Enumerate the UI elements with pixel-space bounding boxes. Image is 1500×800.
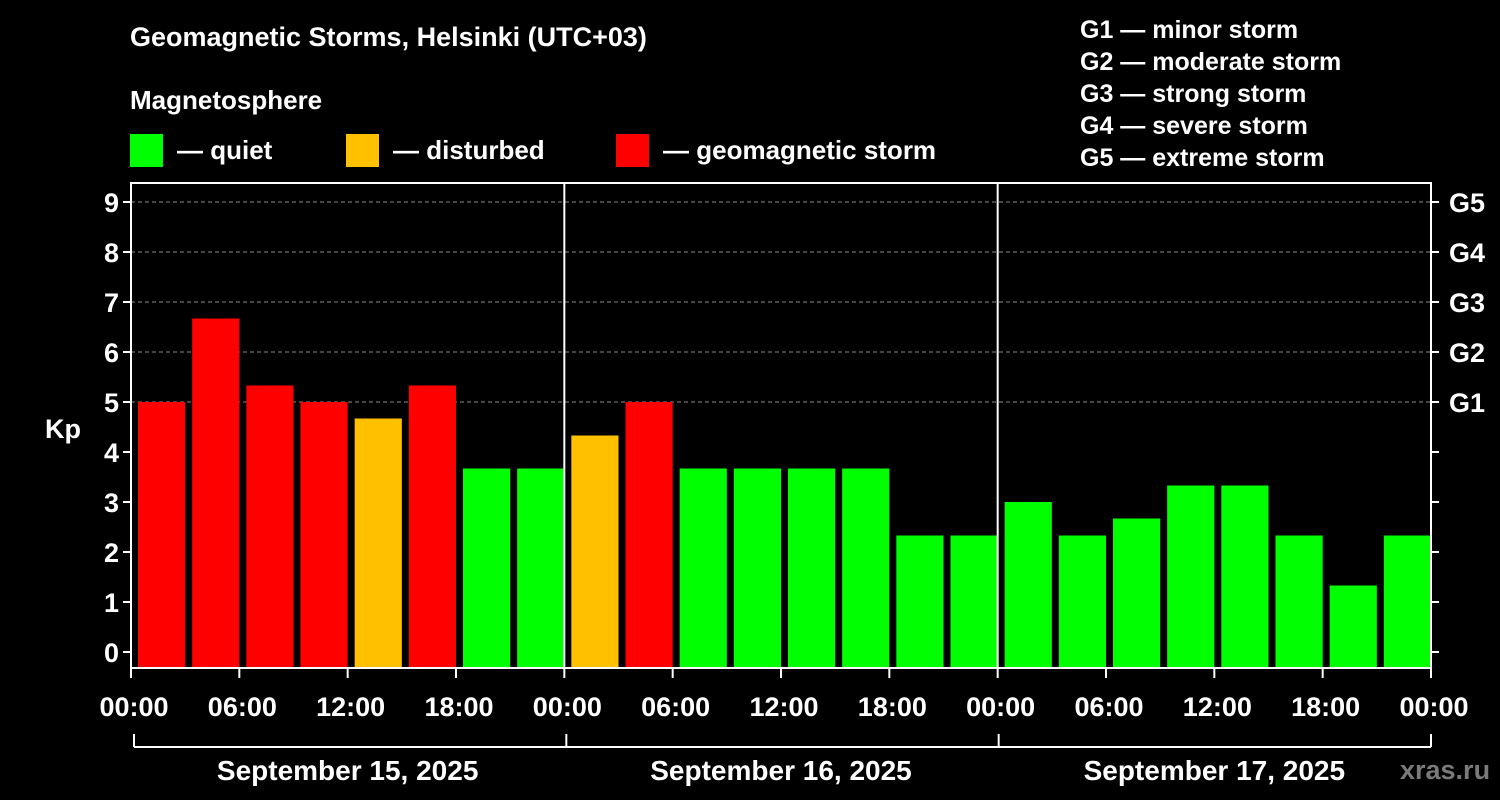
- kp-bar: [1329, 585, 1377, 668]
- legend-label-quiet: — quiet: [177, 134, 273, 165]
- kp-bar: [246, 385, 294, 668]
- kp-bar: [138, 402, 186, 668]
- storm-level-label: G2: [1449, 338, 1485, 368]
- storm-scale-g3: G3 — strong storm: [1080, 80, 1307, 108]
- storm-level-label: G3: [1449, 288, 1485, 318]
- kp-bar: [1167, 485, 1215, 668]
- legend-item-quiet: — quiet: [130, 133, 272, 167]
- x-tick-label: 06:00: [1074, 692, 1143, 722]
- legend-swatch-storm: [616, 133, 649, 167]
- kp-bar: [1275, 535, 1323, 668]
- x-tick-label: 18:00: [858, 692, 927, 722]
- kp-bar: [788, 468, 836, 668]
- y-tick-label: 4: [104, 438, 119, 468]
- kp-bar: [896, 535, 944, 668]
- kp-bar: [625, 402, 673, 668]
- kp-bar: [571, 435, 619, 668]
- storm-level-label: G1: [1449, 388, 1485, 418]
- kp-bar: [300, 402, 348, 668]
- x-tick-label: 00:00: [1399, 692, 1468, 722]
- legend-item-storm: — geomagnetic storm: [616, 133, 936, 167]
- chart-title: Geomagnetic Storms, Helsinki (UTC+03): [130, 22, 647, 52]
- day-label: September 17, 2025: [1084, 755, 1346, 786]
- kp-bar: [733, 468, 781, 668]
- day-label: September 15, 2025: [217, 755, 479, 786]
- y-tick-label: 5: [104, 388, 119, 418]
- x-tick-label: 18:00: [1291, 692, 1360, 722]
- storm-scale-g2: G2 — moderate storm: [1080, 48, 1342, 76]
- y-tick-label: 2: [104, 538, 119, 568]
- storm-level-label: G4: [1449, 238, 1485, 268]
- storm-scale: G1 — minor storm G2 — moderate storm G3 …: [1080, 14, 1341, 174]
- kp-bar: [463, 468, 511, 668]
- x-tick-label: 00:00: [966, 692, 1035, 722]
- kp-bar: [192, 318, 240, 668]
- kp-bar: [679, 468, 727, 668]
- y-tick-label: 3: [104, 488, 119, 518]
- kp-bar: [842, 468, 890, 668]
- x-tick-label: 12:00: [749, 692, 818, 722]
- storm-scale-g1: G1 — minor storm: [1080, 16, 1299, 44]
- legend-swatch-disturbed: [346, 133, 379, 167]
- legend-heading: Magnetosphere: [130, 85, 323, 115]
- kp-bar: [1004, 502, 1052, 668]
- storm-scale-g5: G5 — extreme storm: [1080, 144, 1325, 172]
- kp-bar: [517, 468, 565, 668]
- storm-level-label: G5: [1449, 188, 1485, 218]
- kp-bar: [354, 418, 402, 668]
- storm-scale-g4: G4 — severe storm: [1080, 112, 1308, 140]
- kp-bar: [1383, 535, 1431, 668]
- x-tick-label: 00:00: [533, 692, 602, 722]
- kp-bar: [1058, 535, 1106, 668]
- kp-bar: [1113, 518, 1161, 668]
- x-tick-label: 18:00: [424, 692, 493, 722]
- kp-bar: [950, 535, 998, 668]
- day-label: September 16, 2025: [650, 755, 912, 786]
- legend-item-disturbed: — disturbed: [346, 133, 545, 167]
- x-tick-label: 06:00: [208, 692, 277, 722]
- y-tick-label: 0: [104, 638, 119, 668]
- x-tick-label: 12:00: [1183, 692, 1252, 722]
- y-tick-label: 6: [104, 338, 119, 368]
- x-tick-label: 12:00: [316, 692, 385, 722]
- y-tick-label: 9: [104, 188, 119, 218]
- y-axis-label: Kp: [45, 414, 81, 444]
- y-tick-label: 1: [104, 588, 119, 618]
- legend-swatch-quiet: [130, 133, 163, 167]
- x-tick-label: 06:00: [641, 692, 710, 722]
- legend-label-disturbed: — disturbed: [393, 134, 545, 165]
- kp-bar: [1221, 485, 1269, 668]
- x-tick-label: 00:00: [99, 692, 168, 722]
- watermark: xras.ru: [1400, 755, 1491, 785]
- legend-label-storm: — geomagnetic storm: [663, 134, 937, 165]
- y-tick-label: 8: [104, 238, 119, 268]
- y-tick-label: 7: [104, 288, 119, 318]
- kp-bar: [408, 385, 456, 668]
